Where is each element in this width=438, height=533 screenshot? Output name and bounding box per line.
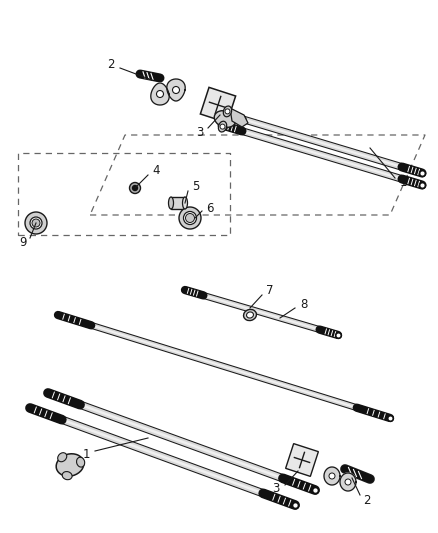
Ellipse shape <box>169 197 173 209</box>
Polygon shape <box>324 467 340 485</box>
Polygon shape <box>151 83 169 105</box>
Circle shape <box>25 212 47 234</box>
Text: 1: 1 <box>400 176 407 190</box>
Text: 8: 8 <box>300 298 307 311</box>
Circle shape <box>30 217 42 229</box>
Circle shape <box>184 212 197 224</box>
Text: 3: 3 <box>272 482 280 496</box>
Ellipse shape <box>219 121 227 132</box>
Polygon shape <box>171 197 185 209</box>
Text: 5: 5 <box>192 181 199 193</box>
Circle shape <box>32 219 40 227</box>
Ellipse shape <box>183 197 187 209</box>
Text: 3: 3 <box>197 126 204 140</box>
Text: 2: 2 <box>107 59 115 71</box>
Circle shape <box>173 86 180 93</box>
Polygon shape <box>340 473 356 491</box>
Text: 1: 1 <box>82 448 90 462</box>
Polygon shape <box>286 443 318 477</box>
Circle shape <box>220 124 225 129</box>
Text: 6: 6 <box>206 201 213 214</box>
Ellipse shape <box>77 457 85 467</box>
Text: 9: 9 <box>20 237 27 249</box>
Circle shape <box>329 473 335 479</box>
Ellipse shape <box>58 453 67 462</box>
Text: 4: 4 <box>152 165 159 177</box>
Ellipse shape <box>247 312 254 318</box>
Circle shape <box>130 182 141 193</box>
Ellipse shape <box>244 310 256 320</box>
Circle shape <box>345 479 351 485</box>
Text: 2: 2 <box>363 494 371 506</box>
Text: 7: 7 <box>266 285 273 297</box>
Polygon shape <box>230 108 248 127</box>
Circle shape <box>225 109 230 114</box>
Circle shape <box>133 185 138 190</box>
Ellipse shape <box>56 454 84 476</box>
Ellipse shape <box>62 472 72 480</box>
Circle shape <box>186 214 194 222</box>
Circle shape <box>156 91 163 98</box>
Ellipse shape <box>223 106 232 117</box>
Ellipse shape <box>214 111 236 127</box>
Polygon shape <box>200 87 236 123</box>
Circle shape <box>179 207 201 229</box>
Polygon shape <box>167 79 185 101</box>
